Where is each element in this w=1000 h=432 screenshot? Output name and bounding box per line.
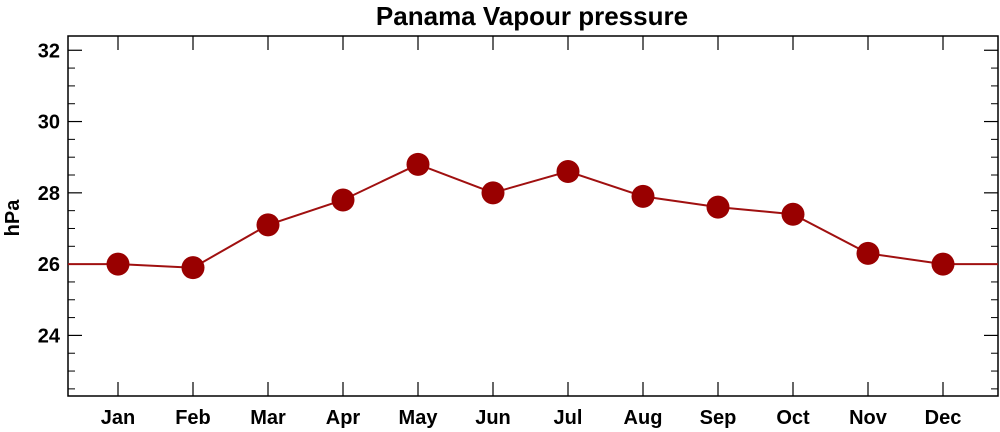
data-point-jun — [481, 181, 505, 205]
x-tick-labels: Jan Feb Mar Apr May Jun Jul Aug Sep Oct Nov Dec — [101, 407, 962, 429]
x-tick-label: Jul — [554, 407, 583, 429]
y-tick-label: 28 — [38, 183, 60, 205]
data-point-jan — [106, 252, 130, 276]
data-point-dec — [931, 252, 955, 276]
x-tick-label: Aug — [624, 407, 663, 429]
x-tick-label: Dec — [925, 407, 962, 429]
data-point-oct — [781, 202, 805, 226]
data-point-apr — [331, 188, 355, 212]
y-axis-label: hPa — [2, 199, 24, 237]
data-point-mar — [256, 213, 280, 237]
x-tick-label: Feb — [175, 407, 211, 429]
chart-title: Panama Vapour pressure — [376, 1, 688, 31]
x-tick-label: Sep — [700, 407, 737, 429]
data-point-aug — [631, 184, 655, 208]
y-tick-label: 24 — [38, 325, 61, 347]
data-point-sep — [706, 195, 730, 219]
y-tick-label: 30 — [38, 112, 60, 134]
y-tick-labels: 24 26 28 30 32 — [38, 40, 61, 347]
x-tick-label: Apr — [326, 407, 361, 429]
data-point-jul — [556, 159, 580, 183]
data-point-feb — [181, 256, 205, 280]
x-tick-label: Nov — [849, 407, 888, 429]
data-point-nov — [856, 241, 880, 265]
x-tick-label: Oct — [776, 407, 810, 429]
y-tick-label: 32 — [38, 40, 60, 62]
plot-frame — [67, 35, 999, 397]
data-point-may — [406, 152, 430, 176]
axis-ticks — [68, 36, 998, 396]
series-line — [68, 163, 998, 269]
data-series — [68, 152, 998, 280]
y-tick-label: 26 — [38, 254, 60, 276]
x-tick-label: May — [399, 407, 439, 429]
x-tick-label: Mar — [250, 407, 286, 429]
x-tick-label: Jan — [101, 407, 135, 429]
x-tick-label: Jun — [475, 407, 511, 429]
